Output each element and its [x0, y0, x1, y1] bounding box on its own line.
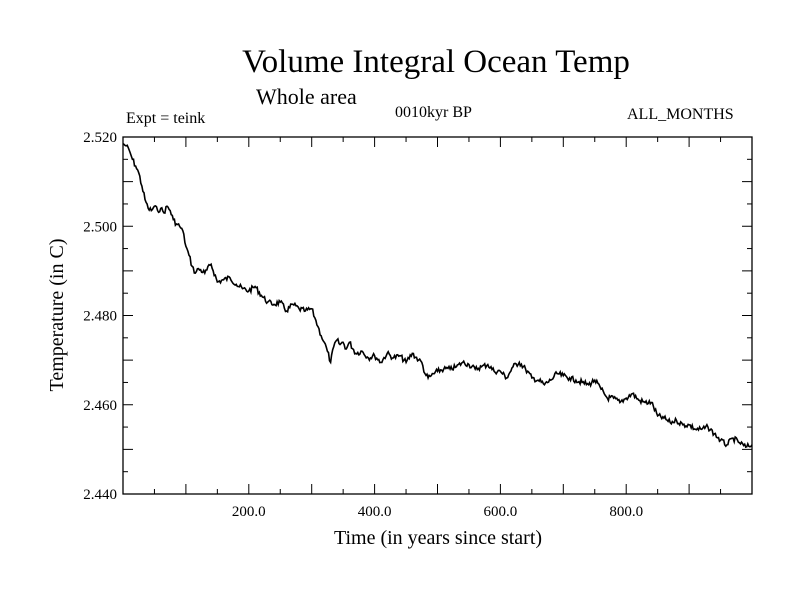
months-label: ALL_MONTHS	[627, 106, 734, 123]
experiment-label: Expt = teink	[126, 110, 206, 127]
chart-subtitle: Whole area	[256, 84, 357, 109]
y-tick-label: 2.520	[83, 130, 117, 146]
period-label: 0010kyr BP	[395, 104, 472, 121]
plot-frame	[122, 136, 753, 495]
y-tick-label: 2.440	[83, 487, 117, 503]
y-tick-label: 2.480	[83, 309, 117, 325]
y-tick-label: 2.500	[83, 219, 117, 235]
x-tick-label: 600.0	[484, 504, 518, 520]
x-tick-label: 800.0	[609, 504, 643, 520]
y-axis-label: Temperature (in C)	[46, 239, 68, 392]
axis-ticks	[123, 137, 752, 494]
temperature-series-line	[122, 143, 753, 449]
x-tick-label: 200.0	[232, 504, 266, 520]
x-axis-label: Time (in years since start)	[334, 527, 542, 549]
y-tick-label: 2.460	[83, 398, 117, 414]
tick-labels: 200.0 400.0 600.0 800.0 2.440 2.460 2.480 2.500…	[83, 130, 643, 520]
chart-title: Volume Integral Ocean Temp	[242, 44, 630, 80]
x-tick-label: 400.0	[358, 504, 392, 520]
